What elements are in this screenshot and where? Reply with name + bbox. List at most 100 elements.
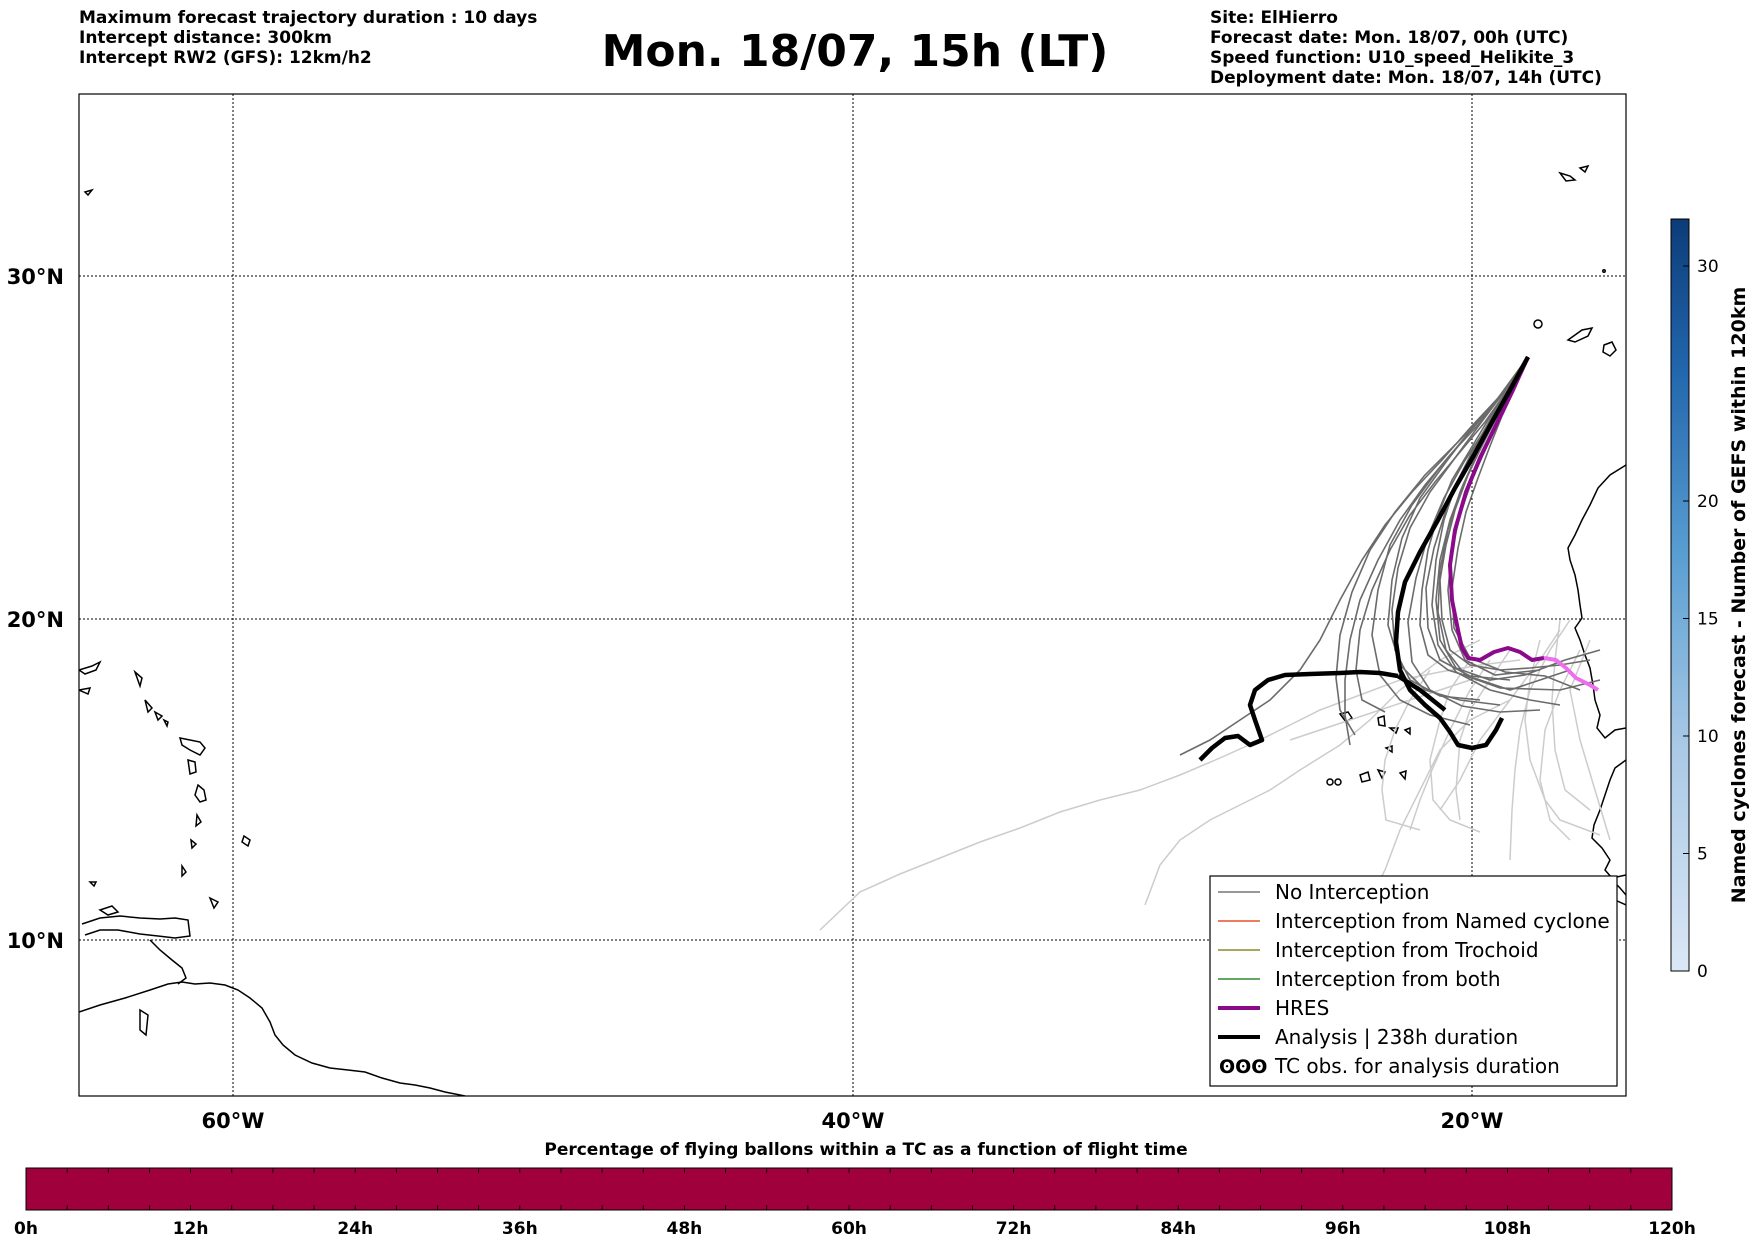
island-madeira-2 [1578, 164, 1590, 174]
light-trajectory [819, 659, 1521, 931]
island-canary-3 [1602, 341, 1617, 357]
colorbar-right-tick-label: 5 [1697, 845, 1708, 865]
page-title: Mon. 18/07, 15h (LT) [601, 26, 1109, 77]
colorbar-bottom-tick-label: 24h [337, 1219, 373, 1239]
lon-labels: 60°W 40°W 20°W [202, 1109, 1504, 1133]
venezuela-coast [149, 939, 187, 985]
legend-label: TC obs. for analysis duration [1274, 1054, 1560, 1078]
colorbar-bottom-tick-label: 0h [14, 1219, 38, 1239]
colorbar-bottom-tick-label: 60h [831, 1219, 867, 1239]
colorbar-right-gradient [1670, 218, 1690, 972]
colorbar-bottom-minor-ticks [66, 1168, 1632, 1210]
island-cape-verde-7 [1387, 727, 1400, 735]
analysis-trajectory [1393, 355, 1530, 751]
island-antilles-14 [241, 834, 251, 848]
island-salvages [1602, 269, 1606, 273]
trajectory [1391, 356, 1529, 701]
legend-swatches: ʘʘʘ [1218, 891, 1267, 1078]
legend: ʘʘʘ No Interception Interception from Nam… [1209, 875, 1618, 1087]
colorbar-bottom-tick-label: 12h [173, 1219, 209, 1239]
lon-label-40w: 40°W [822, 1109, 885, 1133]
colorbar-bottom-tick-label: 108h [1484, 1219, 1532, 1239]
island-cape-verde-6 [1377, 714, 1386, 727]
legend-label: Analysis | 238h duration [1275, 1025, 1518, 1049]
colorbar-right: 30 20 15 10 5 0 Named cyclones forecast - Num… [1670, 218, 1750, 982]
island-antilles-13 [162, 718, 169, 729]
light-trajectory [1524, 639, 1601, 836]
island-cape-verde-5 [1334, 778, 1342, 786]
colorbar-bottom-tick-label: 36h [502, 1219, 538, 1239]
legend-symbol-tc-obs: ʘʘʘ [1219, 1056, 1267, 1078]
light-trajectory [1509, 619, 1571, 861]
legend-label: Interception from Trochoid [1275, 938, 1539, 962]
colorbar-right-tick-label: 0 [1697, 962, 1708, 982]
island-antilles-5 [144, 699, 154, 714]
island-antilles-9 [194, 783, 207, 803]
island-canary-1 [1533, 319, 1543, 329]
light-trajectory [1551, 619, 1591, 811]
trajectory [1335, 356, 1529, 736]
hres-trajectory-tail [1543, 656, 1600, 692]
colorbar-right-tick-label: 10 [1697, 727, 1719, 747]
colorbar-right-tick-label: 20 [1697, 492, 1719, 512]
island-antilles-10 [195, 812, 202, 828]
light-trajectory [1569, 639, 1611, 841]
legend-box [1209, 875, 1618, 1087]
island-antilles-1 [83, 188, 95, 197]
legend-labels: No Interception Interception from Named c… [1274, 880, 1610, 1078]
legend-label: Interception from both [1275, 967, 1501, 991]
header-speed-function: Speed function: U10_speed_Helikite_3 [1210, 48, 1575, 68]
header-deployment-date: Deployment date: Mon. 18/07, 14h (UTC) [1210, 68, 1602, 88]
trajectory [1355, 356, 1529, 713]
colorbar-right-tick-label: 30 [1697, 257, 1719, 277]
trinidad-coast [81, 915, 191, 939]
island-antilles-2 [79, 660, 102, 675]
africa-coast-south [1591, 759, 1626, 879]
island-cape-verde-10 [1398, 769, 1407, 781]
island-antilles-4 [133, 669, 143, 689]
island-antilles-15 [98, 905, 120, 916]
colorbar-right-tick-label: 15 [1697, 610, 1719, 630]
analysis-trajectory-west [1198, 669, 1399, 762]
header-intercept-rw2: Intercept RW2 (GFS): 12km/h2 [79, 48, 372, 68]
island-antilles-11 [190, 838, 198, 850]
colorbar-bottom-tick-label: 84h [1160, 1219, 1196, 1239]
coastlines [79, 164, 1626, 1096]
trajectory [1419, 356, 1571, 691]
header-max-duration: Maximum forecast trajectory duration : 1… [79, 8, 538, 28]
colorbar-bottom: Percentage of flying ballons within a TC… [14, 1140, 1696, 1239]
colorbar-bottom-ticks: 0h 12h 24h 36h 48h 60h 72h 84h 96h 108h 120h [14, 1219, 1696, 1239]
header-intercept-distance: Intercept distance: 300km [79, 28, 332, 48]
no-interception-trajectories [1179, 356, 1601, 756]
lat-label-10n: 10°N [7, 929, 64, 953]
colorbar-right-label: Named cyclones forecast - Number of GEFS… [1728, 287, 1750, 904]
legend-label: No Interception [1275, 880, 1429, 904]
colorbar-bottom-tick-label: 72h [996, 1219, 1032, 1239]
lat-label-20n: 20°N [7, 608, 64, 632]
lon-label-20w: 20°W [1441, 1109, 1504, 1133]
island-antilles-16 [208, 896, 220, 910]
legend-label: Interception from Named cyclone [1275, 909, 1610, 933]
island-antilles-6 [153, 710, 164, 722]
analysis-trajectory-link [1396, 674, 1447, 712]
island-cape-verde-9 [1403, 726, 1411, 736]
colorbar-bottom-bar [25, 1167, 1673, 1211]
island-antilles-12 [181, 863, 187, 878]
colorbar-bottom-tick-label: 48h [667, 1219, 703, 1239]
island-madeira [1558, 171, 1577, 182]
light-trajectory [1429, 659, 1481, 833]
light-trajectory [1409, 659, 1491, 831]
header-site: Site: ElHierro [1210, 8, 1338, 28]
colorbar-bottom-tick-label: 96h [1325, 1219, 1361, 1239]
island-cape-verde-2 [1359, 771, 1371, 783]
lat-label-30n: 30°N [7, 265, 64, 289]
header-forecast-date: Forecast date: Mon. 18/07, 00h (UTC) [1210, 28, 1569, 48]
colorbar-bottom-tick-label: 120h [1648, 1219, 1696, 1239]
island-antilles-17 [139, 1008, 149, 1037]
africa-coast [1567, 464, 1626, 740]
island-antilles-7 [178, 737, 206, 756]
legend-label: HRES [1275, 996, 1329, 1020]
island-antilles-18 [88, 881, 98, 888]
south-america-coast [79, 981, 466, 1096]
